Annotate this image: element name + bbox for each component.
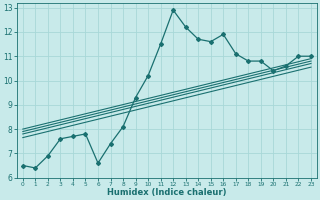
X-axis label: Humidex (Indice chaleur): Humidex (Indice chaleur)	[107, 188, 227, 197]
